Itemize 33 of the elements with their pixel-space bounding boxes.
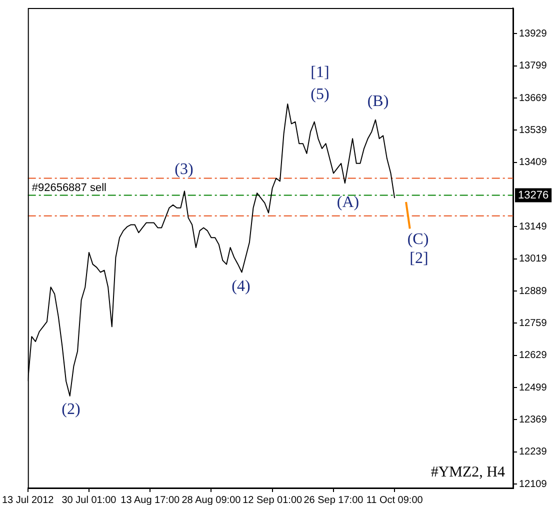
y-tick-label: 13149 [519, 221, 548, 232]
y-tick-label: 12239 [519, 446, 548, 458]
annotation: [2] [410, 250, 428, 268]
x-tick-label: 13 Aug 17:00 [120, 494, 180, 505]
y-tick-label: 13669 [519, 92, 548, 104]
y-tick-label: 12629 [519, 350, 548, 362]
y-tick-label: 13539 [519, 124, 548, 136]
ref-line-label: #92656887 sell [32, 182, 106, 194]
annotation: #YMZ2, H4 [430, 464, 506, 480]
y-tick-label: 12499 [519, 382, 548, 394]
annotation: (C) [407, 231, 429, 248]
x-tick-label: 13 Jul 2012 [2, 494, 54, 505]
y-tick-label: 13409 [519, 157, 548, 168]
annotation: (A) [336, 194, 360, 212]
x-tick-label: 30 Jul 01:00 [62, 494, 117, 505]
x-tick-label: 26 Sep 17:00 [304, 494, 364, 505]
y-tick-label: 12109 [519, 478, 548, 490]
annotation: (B) [367, 93, 389, 110]
x-tick-label: 12 Sep 01:00 [242, 494, 303, 505]
annotation: (2) [62, 401, 80, 418]
annotation: (5) [310, 86, 330, 104]
y-tick-label: 12759 [519, 318, 548, 329]
y-tick-label: 13929 [519, 28, 548, 40]
annotation: [1] [310, 64, 330, 82]
annotation: 13276 [518, 189, 549, 202]
annotation: (4) [232, 278, 250, 296]
x-tick-label: 28 Aug 09:00 [182, 494, 242, 505]
y-tick-label: 12889 [519, 286, 548, 297]
y-tick-label: 12369 [519, 414, 548, 426]
x-tick-label: 11 Oct 09:00 [366, 494, 424, 505]
y-tick-label: 13799 [519, 60, 548, 72]
annotation: (3) [174, 161, 194, 178]
y-tick-label: 13019 [519, 254, 548, 265]
